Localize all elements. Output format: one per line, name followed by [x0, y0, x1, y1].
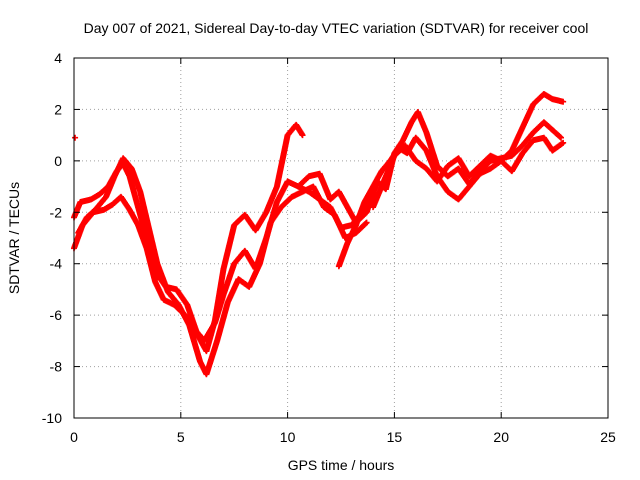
plot-frame: [73, 57, 609, 419]
x-tick-label: 0: [70, 429, 78, 445]
data-points: [71, 91, 567, 378]
data-point: [558, 134, 565, 141]
x-tick-label: 5: [177, 429, 185, 445]
y-tick-labels: -10 -8 -6 -4 -2 0 2 4: [42, 50, 62, 426]
x-tick-label: 25: [600, 429, 616, 445]
y-tick-label: -10: [42, 410, 62, 426]
axis-ticks: [73, 57, 609, 419]
chart-title: Day 007 of 2021, Sidereal Day-to-day VTE…: [84, 20, 589, 36]
outlier-point: [72, 134, 79, 141]
x-tick-label: 20: [493, 429, 509, 445]
data-point: [560, 139, 567, 146]
data-point: [363, 219, 370, 226]
series-track-f: [370, 91, 566, 211]
x-tick-label: 10: [280, 429, 296, 445]
y-tick-label: 4: [54, 50, 62, 66]
y-tick-label: 0: [54, 153, 62, 169]
y-axis-label: SDTVAR / TECUs: [6, 182, 22, 294]
y-tick-label: -8: [50, 359, 63, 375]
x-tick-labels: 0 5 10 15 20 25: [70, 429, 616, 445]
grid-lines: [74, 58, 608, 418]
data-point: [299, 132, 306, 139]
x-tick-label: 15: [387, 429, 403, 445]
data-point: [560, 98, 567, 105]
y-tick-label: 2: [54, 101, 62, 117]
x-axis-label: GPS time / hours: [288, 457, 395, 473]
y-tick-label: -4: [50, 256, 63, 272]
y-tick-label: -6: [50, 307, 63, 323]
y-tick-label: -2: [50, 204, 63, 220]
